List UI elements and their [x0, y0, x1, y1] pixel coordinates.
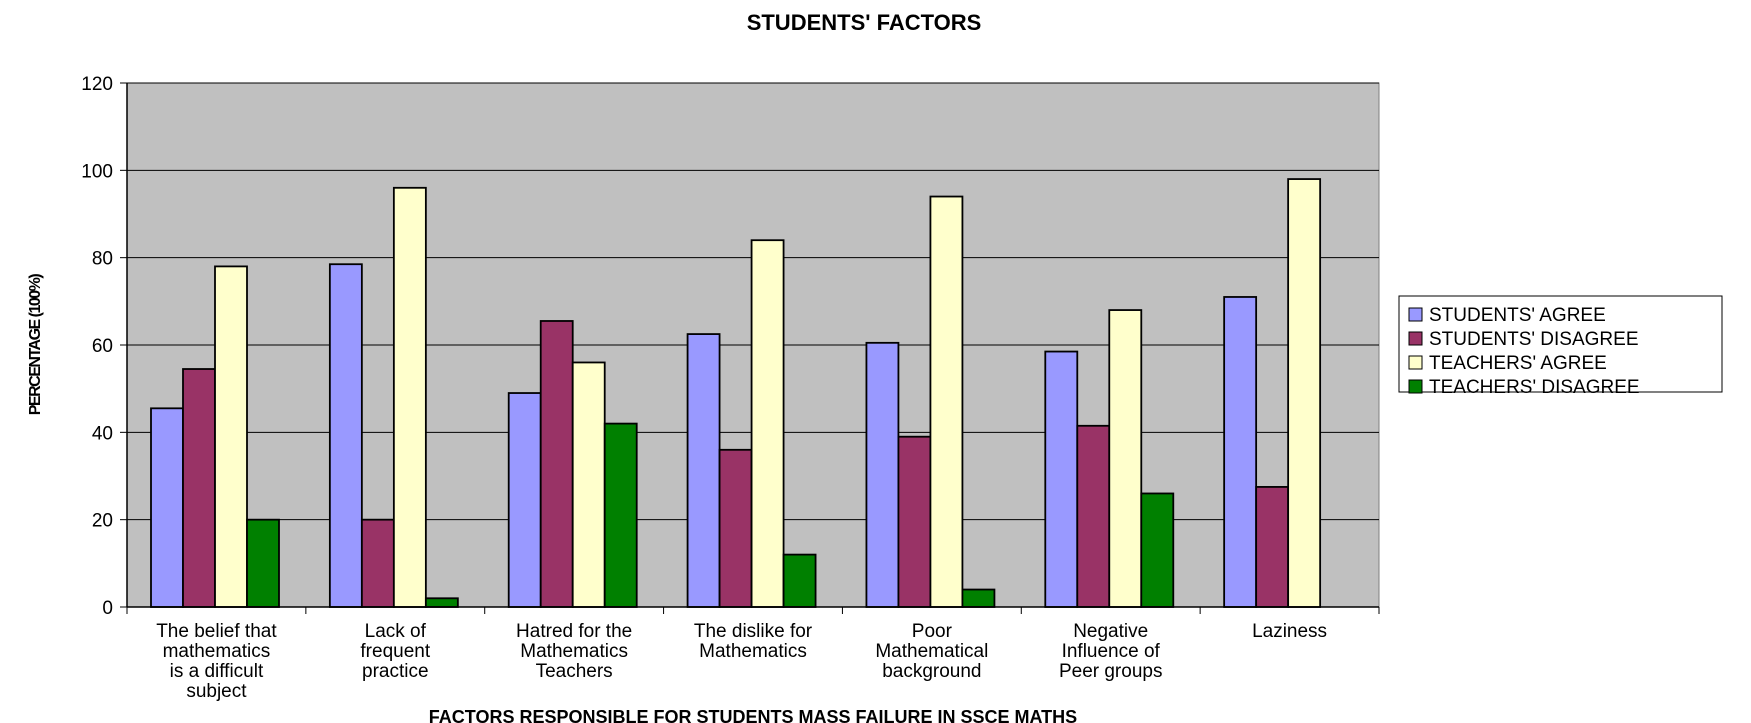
y-tick-label: 100 [81, 161, 113, 182]
x-tick-label: mathematics [163, 641, 271, 662]
x-tick-label: Laziness [1252, 621, 1327, 642]
bar [1223, 296, 1258, 608]
legend-swatch [1408, 307, 1423, 322]
bar [897, 435, 932, 608]
bar [246, 518, 280, 608]
x-tick-label: Negative [1073, 621, 1148, 642]
bar [961, 588, 996, 608]
bar [686, 333, 721, 608]
bar [1108, 309, 1143, 608]
legend-swatch [1408, 331, 1423, 346]
y-tick-label: 0 [102, 598, 113, 619]
bar [1044, 350, 1079, 608]
axes: 0 20 40 60 80 100 120 The belief thatmathematic… [81, 74, 1380, 702]
bar [328, 263, 363, 608]
x-tick-label: The belief that [156, 621, 277, 642]
x-tick-label: Mathematical [875, 641, 988, 662]
x-tick-label: Teachers [536, 661, 613, 682]
legend-box [1398, 295, 1723, 393]
x-tick-label: practice [362, 661, 429, 682]
bar [1076, 424, 1111, 608]
bar [718, 448, 753, 608]
y-tick-label: 60 [92, 336, 113, 357]
bar [1140, 492, 1175, 608]
bar [865, 341, 900, 608]
legend-swatch [1408, 379, 1423, 394]
x-tick-label: Mathematics [699, 641, 807, 662]
legend-label: STUDENTS' DISAGREE [1429, 329, 1639, 350]
legend-swatch [1408, 355, 1423, 370]
bar [150, 407, 184, 608]
y-tick-label: 80 [92, 249, 113, 270]
y-tick-label: 20 [92, 511, 113, 532]
chart-title: STUDENTS' FACTORS [747, 10, 982, 35]
x-tick-label: The dislike for [694, 621, 813, 642]
bar [360, 518, 395, 608]
x-tick-label: Hatred for the [516, 621, 632, 642]
bar [424, 597, 459, 608]
x-tick-label: Influence of [1062, 641, 1161, 662]
bar [603, 422, 638, 608]
bar [507, 392, 542, 608]
legend: STUDENTS' AGREE STUDENTS' DISAGREE TEACHER… [1398, 295, 1723, 398]
x-axis-title: FACTORS RESPONSIBLE FOR STUDENTS MASS FA… [429, 707, 1077, 723]
x-tick-label: Mathematics [520, 641, 628, 662]
bar [782, 553, 817, 608]
y-tick-label: 120 [81, 74, 113, 95]
bar [539, 320, 574, 608]
x-tick-label: Lack of [365, 621, 427, 642]
bar [571, 361, 606, 608]
x-tick-label: Peer groups [1059, 661, 1163, 682]
bar [214, 265, 248, 608]
y-axis-title: PERCENTAGE (100%) [27, 274, 44, 416]
x-tick-label: subject [186, 681, 247, 702]
bar [750, 239, 785, 608]
legend-label: STUDENTS' AGREE [1429, 305, 1606, 326]
x-tick-label: Poor [912, 621, 953, 642]
legend-label: TEACHERS' DISAGREE [1429, 377, 1640, 398]
bar [182, 368, 216, 608]
bar [1255, 486, 1290, 608]
bar [1287, 178, 1322, 608]
x-tick-label: frequent [360, 641, 430, 662]
x-tick-label: background [882, 661, 981, 682]
bar [392, 186, 427, 608]
y-tick-label: 40 [92, 423, 113, 444]
x-tick-label: is a difficult [170, 661, 264, 682]
bar [929, 195, 964, 608]
legend-label: TEACHERS' AGREE [1429, 353, 1607, 374]
